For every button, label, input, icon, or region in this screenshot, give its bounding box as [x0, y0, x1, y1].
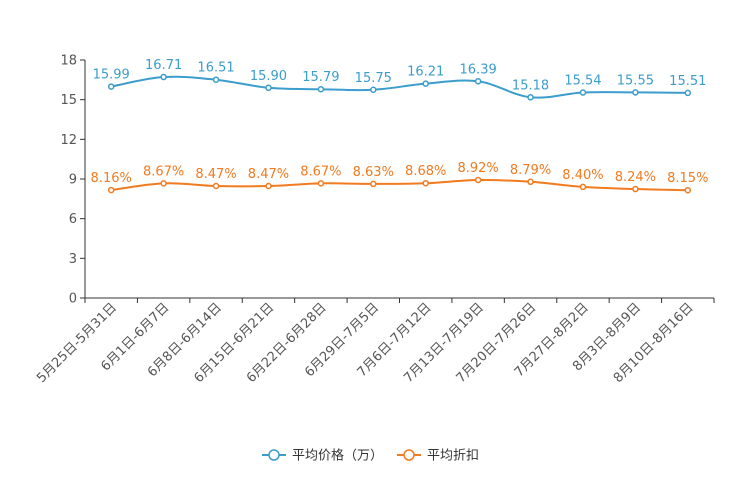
legend-marker-icon	[268, 449, 280, 461]
legend-item-average-price[interactable]: 平均价格（万）	[262, 448, 383, 464]
series-layer: 15.99 16.71 16.51 15.90 15.79 15.75 16.21 16.39…	[91, 58, 708, 194]
data-label: 8.63%	[353, 165, 394, 180]
data-label: 8.47%	[248, 167, 289, 182]
y-tick-label: 6	[69, 212, 77, 227]
y-tick-label: 0	[69, 292, 77, 307]
data-point[interactable]	[632, 185, 639, 193]
data-label: 15.55	[617, 73, 654, 88]
data-point[interactable]	[370, 86, 377, 93]
data-point[interactable]	[474, 176, 482, 184]
data-label: 16.21	[407, 65, 444, 80]
data-point[interactable]	[107, 83, 115, 90]
data-label: 8.79%	[510, 163, 551, 178]
data-point[interactable]	[527, 178, 534, 186]
data-label: 15.51	[669, 74, 706, 89]
data-label: 15.54	[564, 74, 601, 89]
y-tick-label: 9	[69, 173, 77, 188]
y-tick-label: 18	[60, 54, 77, 69]
data-label: 8.67%	[143, 164, 184, 179]
data-point[interactable]	[317, 85, 325, 93]
data-point[interactable]	[160, 73, 167, 81]
data-point[interactable]	[579, 183, 587, 191]
y-tick-label: 15	[60, 93, 77, 108]
legend[interactable]: 平均价格（万） 平均折扣	[262, 448, 479, 464]
data-point[interactable]	[212, 182, 220, 190]
series-average-discount: 8.16% 8.67% 8.47% 8.47% 8.67% 8.63% 8.68% 8.92%…	[91, 161, 708, 194]
data-label: 15.18	[512, 78, 549, 93]
data-label: 15.90	[250, 69, 287, 84]
data-point[interactable]	[422, 80, 429, 87]
legend-item-average-discount[interactable]: 平均折扣	[397, 449, 479, 464]
legend-label: 平均折扣	[427, 449, 479, 464]
data-point[interactable]	[632, 89, 639, 96]
data-point[interactable]	[265, 84, 272, 92]
data-point[interactable]	[684, 89, 692, 97]
data-point[interactable]	[160, 180, 167, 187]
y-tick-label: 3	[69, 252, 77, 267]
data-label: 8.68%	[405, 164, 446, 179]
y-tick-label: 12	[60, 133, 77, 148]
data-label: 16.71	[145, 58, 182, 73]
data-label: 8.24%	[615, 170, 656, 185]
data-point[interactable]	[265, 182, 272, 190]
legend-label: 平均价格（万）	[292, 448, 383, 464]
axes: 03691215185月25日-5月31日6月1日-6月7日6月8日-6月14日…	[34, 54, 715, 386]
series-line	[111, 75, 688, 99]
data-point[interactable]	[579, 89, 587, 96]
series-line	[111, 179, 688, 192]
data-label: 16.51	[197, 61, 234, 76]
data-point[interactable]	[422, 179, 429, 187]
data-label: 15.99	[93, 68, 130, 83]
data-point[interactable]	[317, 180, 325, 187]
data-point[interactable]	[107, 186, 115, 194]
data-point[interactable]	[684, 186, 692, 194]
data-label: 15.75	[355, 71, 392, 86]
data-label: 8.47%	[195, 167, 236, 182]
data-point[interactable]	[212, 76, 220, 83]
legend-marker-icon	[403, 449, 415, 461]
data-point[interactable]	[370, 180, 377, 188]
data-point[interactable]	[527, 94, 534, 101]
data-label: 8.16%	[91, 171, 132, 186]
data-label: 16.39	[460, 62, 497, 77]
data-label: 15.79	[302, 70, 339, 85]
data-label: 8.40%	[562, 168, 603, 183]
data-label: 8.15%	[667, 171, 708, 186]
data-label: 8.67%	[300, 164, 341, 179]
data-label: 8.92%	[457, 161, 498, 176]
data-point[interactable]	[474, 78, 482, 85]
series-average-price: 15.99 16.71 16.51 15.90 15.79 15.75 16.21 16.39…	[93, 58, 706, 101]
